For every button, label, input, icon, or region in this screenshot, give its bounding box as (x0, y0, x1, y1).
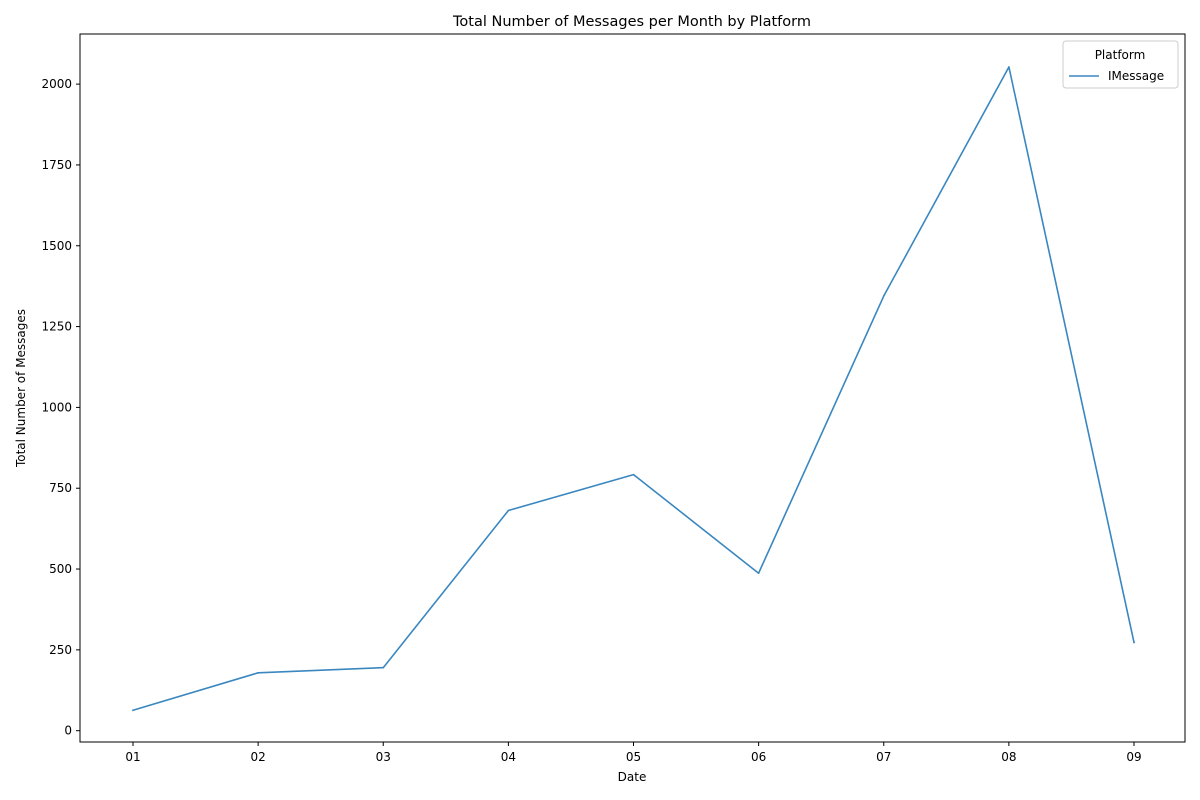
y-tick-label: 0 (64, 724, 72, 738)
y-axis: 0 250 500 750 1000 1250 1500 1750 2000 (41, 77, 80, 738)
data-point (132, 709, 134, 712)
x-tick-label: 05 (626, 750, 641, 764)
x-tick-label: 04 (501, 750, 516, 764)
data-point (1008, 66, 1010, 68)
series-layer (132, 66, 1135, 712)
x-tick-label: 08 (1001, 750, 1016, 764)
x-tick-label: 02 (250, 750, 265, 764)
legend-title: Platform (1095, 48, 1146, 62)
x-tick-label: 01 (125, 750, 140, 764)
legend-label-imessage: IMessage (1108, 69, 1164, 83)
plot-area (79, 33, 1186, 743)
data-point (757, 572, 760, 575)
y-tick-label: 1750 (41, 158, 72, 172)
data-point (1133, 641, 1135, 644)
x-tick-label: 09 (1126, 750, 1141, 764)
data-point (882, 295, 885, 297)
y-tick-label: 1000 (41, 400, 72, 414)
x-axis-title: Date (618, 770, 647, 784)
y-tick-label: 1250 (41, 320, 72, 334)
data-point (257, 672, 259, 674)
y-axis-title: Total Number of Messages (14, 309, 28, 468)
y-tick-label: 500 (49, 562, 72, 576)
y-tick-label: 1500 (41, 239, 72, 253)
y-tick-label: 750 (49, 481, 72, 495)
x-tick-label: 03 (376, 750, 391, 764)
x-axis: 01 02 03 04 05 06 07 08 09 (125, 742, 1142, 764)
x-tick-label: 06 (751, 750, 766, 764)
series-line-imessage (132, 66, 1135, 712)
legend: Platform IMessage (1062, 40, 1179, 89)
data-point (632, 473, 635, 476)
x-tick-label: 07 (876, 750, 891, 764)
data-point (507, 509, 510, 512)
chart-title: Total Number of Messages per Month by Pl… (452, 14, 811, 30)
y-tick-label: 2000 (41, 77, 72, 91)
data-point (382, 666, 385, 669)
y-tick-label: 250 (49, 643, 72, 657)
